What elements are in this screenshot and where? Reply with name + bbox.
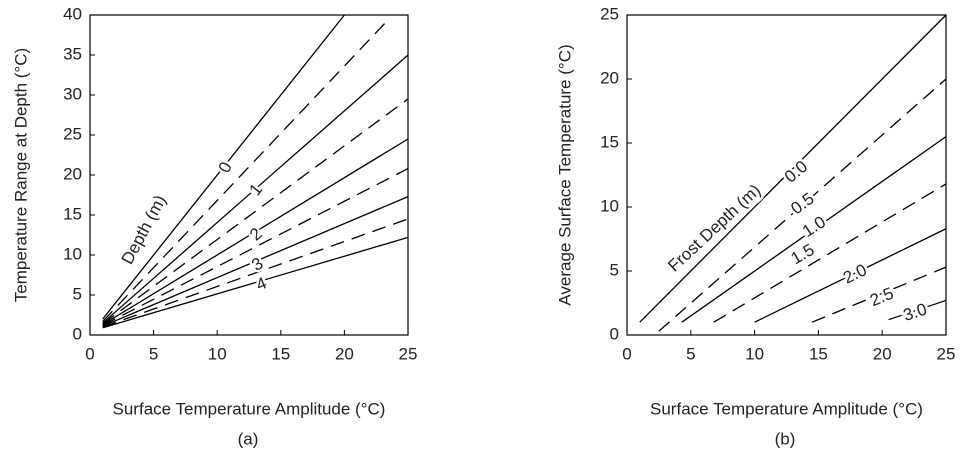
series-line [102,168,409,326]
caption: (a) [238,429,259,448]
series-label: 2.0 [840,260,870,287]
x-axis-label: Surface Temperature Amplitude (°C) [113,399,386,418]
panel: 0 5 10 15 20 25 0 5 10 15 20 25 Surface Temperature … [555,4,955,448]
series-line [102,98,409,325]
y-axis-label: Average Surface Temperature (°C) [555,44,574,305]
x-tick-label: 20 [335,344,354,363]
series-label: 4 [253,273,269,294]
plot-frame [626,14,947,336]
series-line [754,228,947,323]
series-label: 0.0 [781,157,811,187]
series-line [658,78,947,332]
x-tick-label: 5 [686,344,695,363]
series-line [713,183,947,323]
series-line [681,136,947,323]
series-line [888,299,947,321]
y-tick-label: 10 [600,196,619,215]
x-tick-label: 20 [873,344,892,363]
y-tick-label: 20 [63,164,82,183]
series-line [102,138,409,326]
series-line [102,218,409,328]
series-line [102,196,409,327]
series-label: 3 [248,254,266,275]
y-axis-label: Temperature Range at Depth (°C) [11,48,30,302]
series-line [102,236,409,329]
panel: 0 5 10 15 20 25 0 5 10 15 20 25 30 35 40 Surface Temper… [11,4,417,448]
y-tick-label: 25 [600,4,619,23]
x-tick-label: 0 [622,344,631,363]
plot-frame [89,14,409,336]
x-tick-label: 5 [149,344,158,363]
y-tick-label: 15 [63,204,82,223]
x-tick-label: 10 [745,344,764,363]
series-line [102,18,390,322]
series-line [639,14,947,323]
series-line [102,14,345,320]
annotation: Depth (m) [118,192,170,268]
x-axis-label: Surface Temperature Amplitude (°C) [650,399,923,418]
y-tick-label: 25 [63,124,82,143]
series-label: 3.0 [901,300,929,325]
y-tick-label: 0 [73,324,82,343]
x-tick-label: 25 [937,344,956,363]
series-label: 2.5 [867,284,896,310]
y-tick-label: 20 [600,68,619,87]
x-tick-label: 15 [271,344,290,363]
y-tick-label: 35 [63,44,82,63]
annotation: Frost Depth (m) [664,180,764,275]
y-tick-label: 40 [63,4,82,23]
series-line [102,54,409,324]
y-tick-label: 0 [610,324,619,343]
series-line [811,266,947,323]
x-tick-label: 0 [85,344,94,363]
y-tick-label: 5 [610,260,619,279]
y-tick-label: 10 [63,244,82,263]
x-tick-label: 25 [399,344,418,363]
x-tick-label: 15 [809,344,828,363]
x-tick-label: 10 [208,344,227,363]
y-tick-label: 5 [73,284,82,303]
y-tick-label: 15 [600,132,619,151]
y-tick-label: 30 [63,84,82,103]
caption: (b) [775,429,796,448]
